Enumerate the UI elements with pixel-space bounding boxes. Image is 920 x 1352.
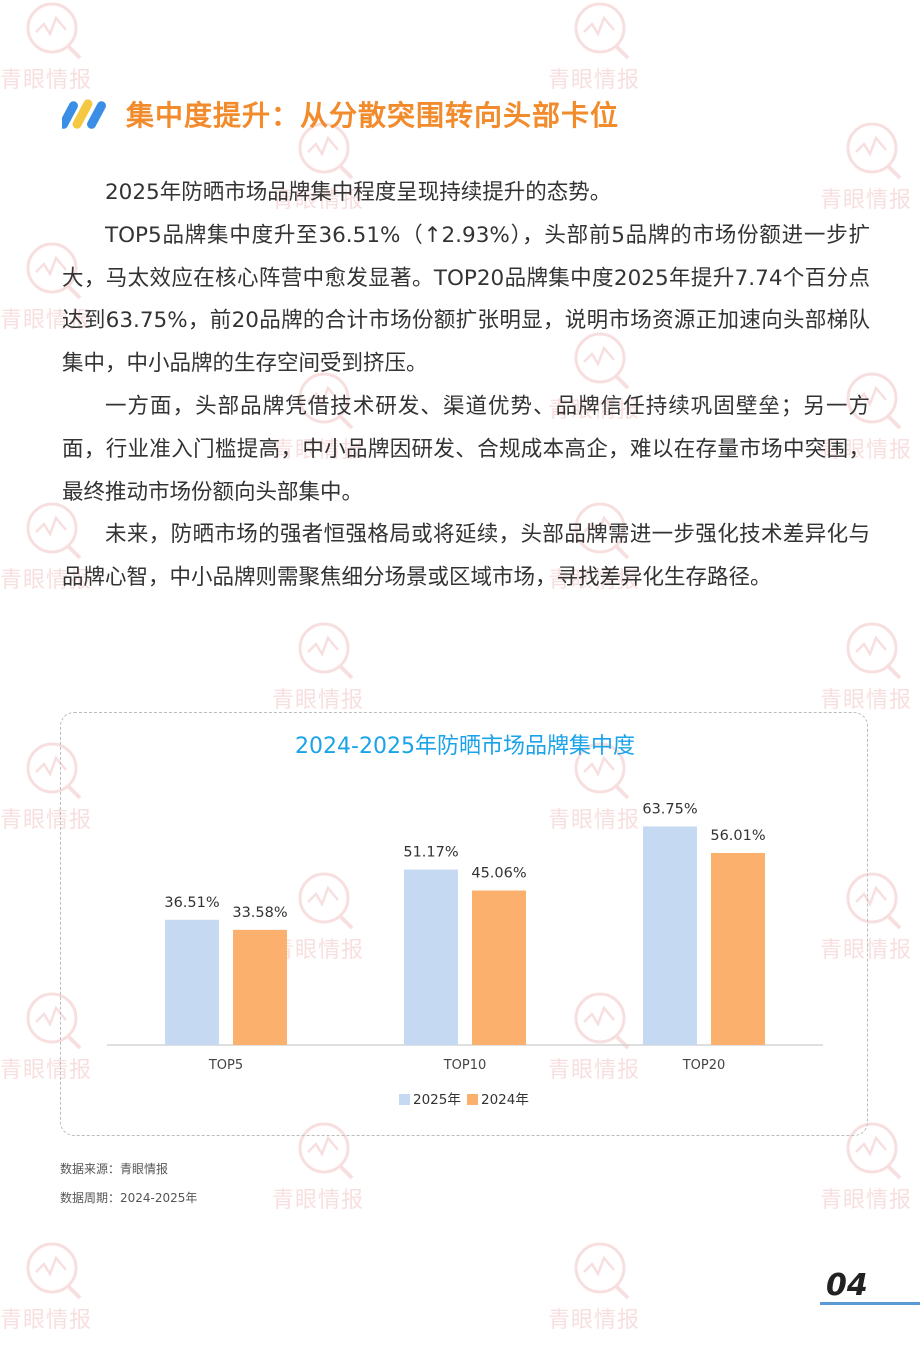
section-title: 集中度提升：从分散突围转向头部卡位 [126,99,620,132]
watermark-magnifier-icon [26,1242,82,1300]
body-text: 2025年防晒市场品牌集中程度呈现持续提升的态势。 TOP5品牌集中度升至36.… [62,172,870,600]
section-heading: 集中度提升：从分散突围转向头部卡位 [62,94,619,134]
legend-swatch [399,1094,410,1105]
x-tick-label: TOP10 [443,1058,487,1073]
data-period-note: 数据周期：2024-2025年 [60,1191,198,1205]
brand-slash-icon [62,99,106,129]
data-label: 63.75% [642,801,697,817]
watermark-magnifier-icon [846,622,902,680]
bar-top20-2024 [711,852,765,1045]
watermark: 青眼情报 [0,0,110,93]
data-source-note: 数据来源：青眼情报 [60,1162,169,1176]
x-tick-label: TOP5 [208,1058,243,1073]
bar-top20-2025 [643,826,697,1045]
data-label: 51.17% [403,845,458,861]
watermark-text: 青眼情报 [548,1308,641,1333]
watermark-text: 青眼情报 [548,68,641,93]
watermark: 青眼情报 [272,620,382,713]
watermark-magnifier-icon [26,2,82,60]
watermark-magnifier-icon [298,622,354,680]
bar-chart: 2024-2025年防晒市场品牌集中度 36.51% 33.58% TOP5 51.17… [107,734,823,1108]
watermark: 青眼情报 [0,1240,110,1333]
data-label: 33.58% [232,905,287,921]
watermark-text: 青眼情报 [0,1308,93,1333]
watermark-text: 青眼情报 [272,1188,365,1213]
legend-label: 2024年 [481,1092,529,1108]
watermark: 青眼情报 [548,1240,658,1333]
chart-container: 2024-2025年防晒市场品牌集中度 36.51% 33.58% TOP5 51.17… [60,712,868,1136]
paragraph-3: 一方面，头部品牌凭借技术研发、渠道优势、品牌信任持续巩固壁垒；另一方面，行业准入… [62,393,870,505]
x-tick-label: TOP20 [682,1058,726,1073]
bar-top10-2024 [472,890,526,1045]
chart-title: 2024-2025年防晒市场品牌集中度 [295,734,635,759]
legend-label: 2025年 [413,1092,461,1108]
watermark-text: 青眼情报 [820,688,913,713]
bar-top5-2025 [165,919,219,1045]
watermark: 青眼情报 [548,0,658,93]
legend-swatch [467,1094,478,1105]
page-number-underline [820,1302,920,1305]
watermark-magnifier-icon [574,1242,630,1300]
page-number: 04 [826,1268,868,1303]
bar-top5-2024 [233,929,287,1045]
watermark-text: 青眼情报 [0,68,93,93]
watermark-text: 青眼情报 [272,688,365,713]
bar-top10-2025 [404,869,458,1045]
watermark: 青眼情报 [820,620,920,713]
data-label: 56.01% [710,828,765,844]
paragraph-4: 未来，防晒市场的强者恒强格局或将延续，头部品牌需进一步强化技术差异化与品牌心智，… [62,522,870,591]
data-label: 45.06% [471,866,526,882]
watermark-text: 青眼情报 [820,1188,913,1213]
data-label: 36.51% [164,895,219,911]
watermark-magnifier-icon [574,2,630,60]
paragraph-2: TOP5品牌集中度升至36.51%（↑2.93%），头部前5品牌的市场份额进一步… [62,222,870,377]
paragraph-1: 2025年防晒市场品牌集中程度呈现持续提升的态势。 [105,180,612,205]
